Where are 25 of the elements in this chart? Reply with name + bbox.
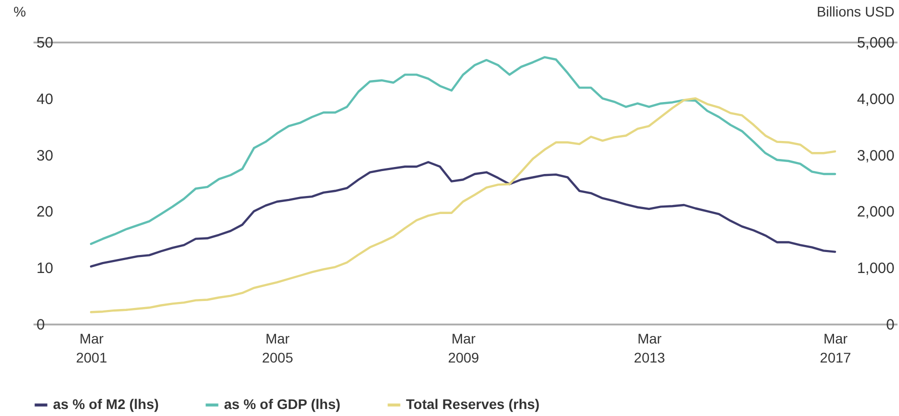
y-tick-label: 10 xyxy=(36,260,54,278)
line-series xyxy=(90,97,836,314)
y2-tick-label: 4,000 xyxy=(856,90,894,108)
x-tick-label: Mar 2001 xyxy=(76,330,108,366)
y2-tick-label: 5,000 xyxy=(856,34,894,52)
y-tick-label: 20 xyxy=(36,204,54,221)
y-tick-label: 40 xyxy=(36,90,54,108)
y-tick-label: 0 xyxy=(36,316,45,334)
y2-tick-label: 3,000 xyxy=(856,147,894,164)
x-tick-label: Mar 2017 xyxy=(820,330,852,366)
legend-label: as % of M2 (lhs) xyxy=(53,396,159,412)
y2-tick-label: 0 xyxy=(886,316,894,334)
y-axis-title: % xyxy=(14,4,26,20)
y2-tick-label: 2,000 xyxy=(856,204,894,221)
x-tick-label: Mar 2009 xyxy=(448,330,480,366)
x-tick-label: Mar 2013 xyxy=(634,330,666,366)
legend-label: as % of GDP (lhs) xyxy=(224,396,340,412)
x-tick-label: Mar 2005 xyxy=(262,330,294,366)
y-tick-label: 50 xyxy=(36,34,54,52)
y-tick-label: 30 xyxy=(36,147,54,164)
y2-tick-label: 1,000 xyxy=(856,260,894,278)
line-series xyxy=(90,161,836,268)
y2-axis-title: Billions USD xyxy=(816,4,894,20)
legend-label: Total Reserves (rhs) xyxy=(406,396,540,412)
line-series xyxy=(90,56,836,246)
